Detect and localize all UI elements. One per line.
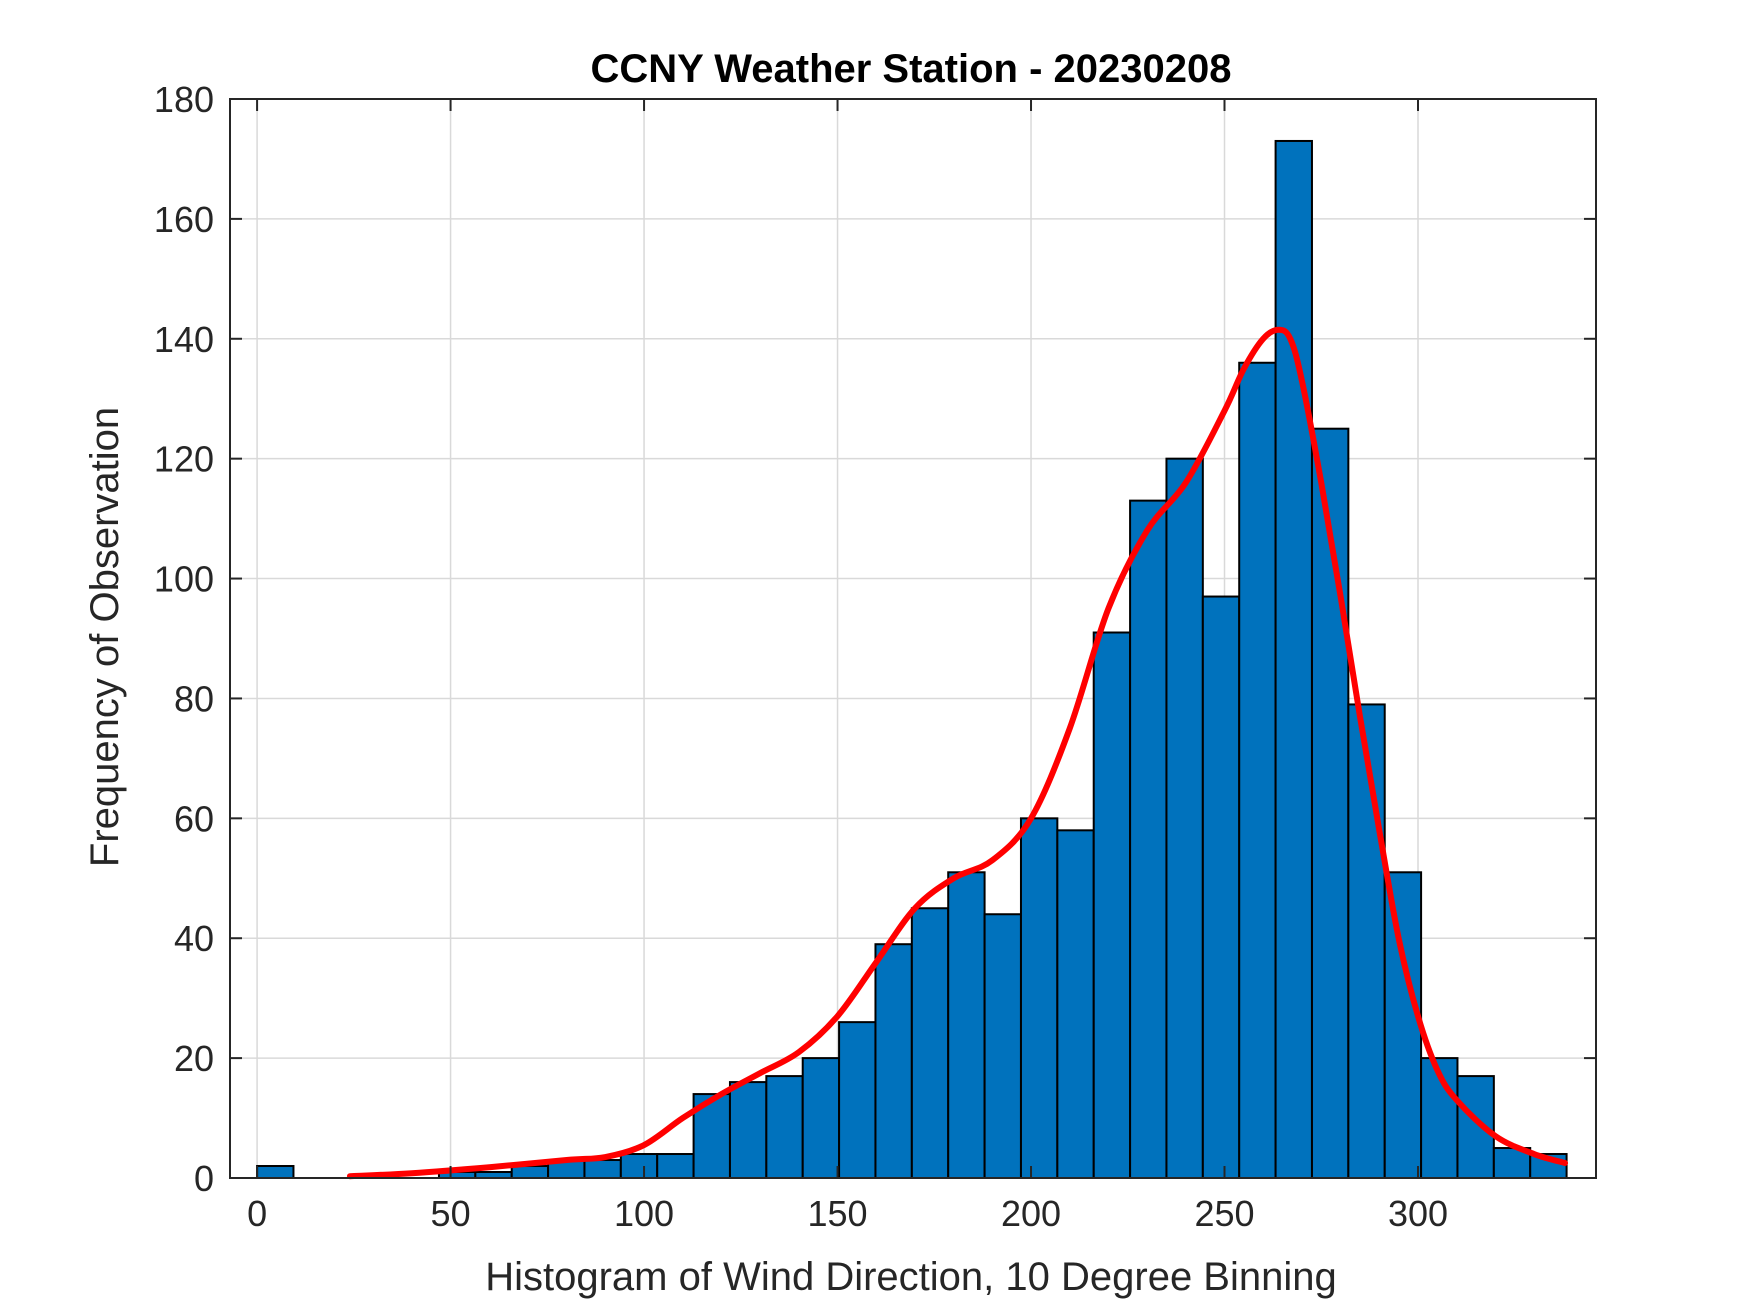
histogram-bar: [1238, 361, 1277, 1179]
y-tick-label: 80: [174, 678, 214, 719]
histogram-bar: [765, 1075, 804, 1180]
fit-curve: [346, 326, 1569, 1180]
chart-title: CCNY Weather Station - 20230208: [591, 47, 1232, 91]
histogram-bar: [1129, 499, 1168, 1179]
histogram-bar: [838, 1021, 877, 1180]
histogram-bar: [1274, 139, 1313, 1180]
y-tick-label: 60: [174, 798, 214, 839]
histogram-bar: [728, 1081, 768, 1179]
tick-marks: [230, 98, 1596, 1179]
histogram-bar: [947, 871, 986, 1179]
histogram-bar: [1056, 829, 1095, 1179]
y-tick-label: 180: [154, 79, 214, 120]
histogram-bar: [910, 907, 950, 1179]
histogram-bar: [1347, 703, 1386, 1179]
y-tick-label: 140: [154, 319, 214, 360]
x-tick-label: 200: [1001, 1193, 1061, 1234]
histogram-bar: [510, 1165, 550, 1179]
y-tick-labels: 0 20 40 60 80 100 120 140 160 180: [154, 79, 214, 1199]
histogram-bar: [1201, 595, 1241, 1179]
y-tick-label: 20: [174, 1038, 214, 1079]
x-axis-label: Histogram of Wind Direction, 10 Degree B…: [485, 1255, 1337, 1299]
x-tick-label: 100: [614, 1193, 674, 1234]
x-tick-labels: 0 50 100 150 200 250 300: [247, 1193, 1448, 1234]
histogram-bar: [619, 1153, 659, 1179]
y-tick-label: 40: [174, 918, 214, 959]
histogram-bar: [256, 1165, 295, 1179]
histogram-bars: [256, 139, 1568, 1180]
histogram-bar: [1019, 817, 1059, 1179]
histogram-bar: [801, 1057, 841, 1179]
y-tick-label: 0: [194, 1158, 214, 1199]
y-axis-label: Frequency of Observation: [83, 407, 127, 867]
x-tick-label: 0: [247, 1193, 267, 1234]
histogram-bar: [1383, 871, 1423, 1179]
histogram-bar: [1310, 427, 1350, 1179]
x-tick-label: 50: [431, 1193, 471, 1234]
histogram-bar: [1165, 457, 1204, 1179]
x-tick-label: 150: [808, 1193, 868, 1234]
histogram-bar: [874, 943, 913, 1180]
x-tick-label: 250: [1194, 1193, 1254, 1234]
histogram-bar: [583, 1159, 622, 1180]
histogram-bar: [983, 913, 1022, 1179]
histogram-bar: [656, 1153, 695, 1179]
histogram-bar: [1092, 631, 1132, 1179]
y-tick-label: 160: [154, 199, 214, 240]
y-tick-label: 120: [154, 439, 214, 480]
y-tick-label: 100: [154, 559, 214, 600]
x-tick-label: 300: [1388, 1193, 1448, 1234]
axes-box: [229, 98, 1597, 1179]
